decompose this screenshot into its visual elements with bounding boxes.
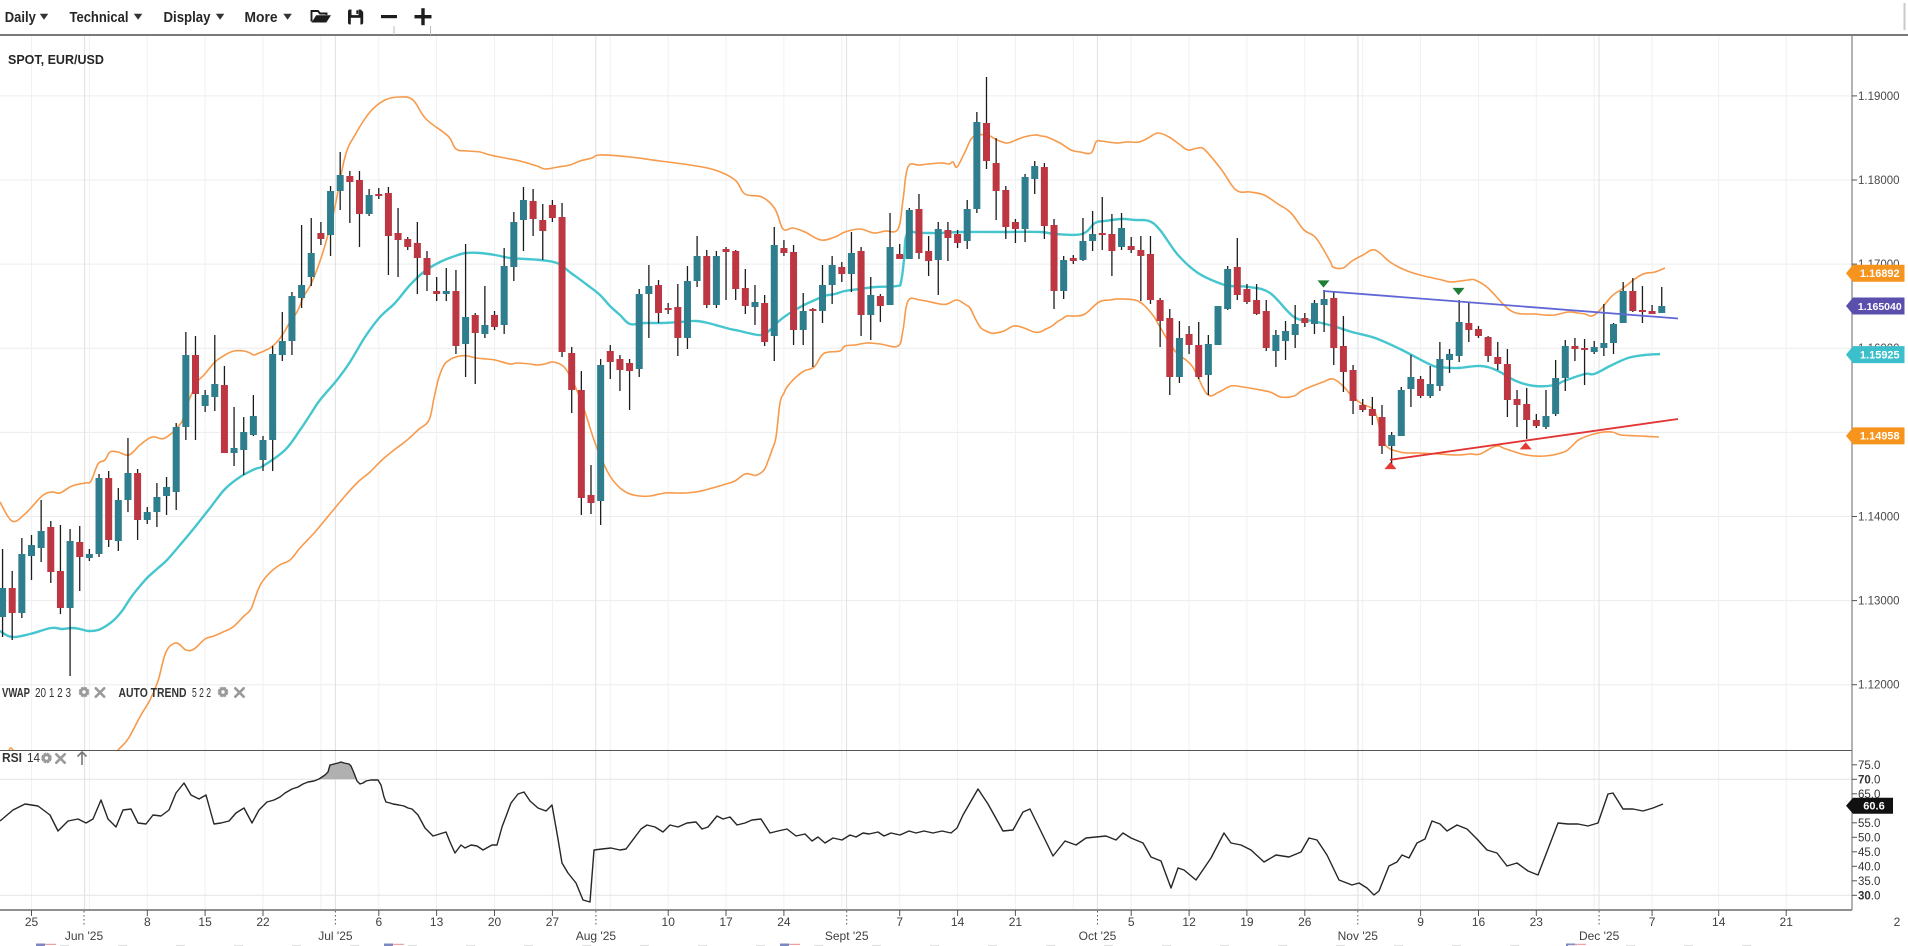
svg-text:21: 21 <box>1009 915 1023 929</box>
svg-text:5: 5 <box>1128 915 1135 929</box>
svg-text:26: 26 <box>1298 915 1312 929</box>
svg-text:1.14000: 1.14000 <box>1858 512 1900 524</box>
svg-text:1.18000: 1.18000 <box>1858 175 1900 187</box>
svg-text:15: 15 <box>198 915 212 929</box>
svg-text:Jun '25: Jun '25 <box>65 929 104 943</box>
svg-text:21: 21 <box>1780 915 1794 929</box>
svg-text:25: 25 <box>25 915 39 929</box>
svg-text:RSI: RSI <box>2 751 22 765</box>
svg-text:1.14958: 1.14958 <box>1860 431 1900 443</box>
svg-text:55.0: 55.0 <box>1858 818 1880 830</box>
svg-text:22: 22 <box>256 915 270 929</box>
svg-text:1.12000: 1.12000 <box>1858 680 1900 692</box>
svg-text:17: 17 <box>719 915 733 929</box>
svg-text:Nov '25: Nov '25 <box>1338 929 1379 943</box>
svg-text:50.0: 50.0 <box>1858 832 1880 844</box>
svg-text:7: 7 <box>896 915 903 929</box>
svg-text:Daily: Daily <box>5 9 37 26</box>
svg-text:6: 6 <box>375 915 382 929</box>
svg-text:14: 14 <box>27 751 40 765</box>
svg-text:16: 16 <box>1472 915 1486 929</box>
svg-text:13: 13 <box>430 915 444 929</box>
svg-text:VWAP: VWAP <box>2 686 30 700</box>
svg-text:1.19000: 1.19000 <box>1858 91 1900 103</box>
svg-text:12: 12 <box>1182 915 1196 929</box>
svg-text:14: 14 <box>1712 915 1726 929</box>
svg-text:23: 23 <box>1530 915 1544 929</box>
svg-text:1.16892: 1.16892 <box>1860 268 1900 280</box>
svg-text:1.15925: 1.15925 <box>1860 349 1900 361</box>
svg-text:20: 20 <box>488 915 502 929</box>
svg-text:More: More <box>245 9 278 26</box>
svg-text:Oct '25: Oct '25 <box>1079 929 1117 943</box>
svg-text:75.0: 75.0 <box>1858 760 1880 772</box>
svg-text:40.0: 40.0 <box>1858 861 1880 873</box>
svg-text:20 1 2 3: 20 1 2 3 <box>35 686 71 700</box>
svg-text:Aug '25: Aug '25 <box>576 929 617 943</box>
svg-text:Dec '25: Dec '25 <box>1579 929 1620 943</box>
svg-text:SPOT, EUR/USD: SPOT, EUR/USD <box>8 53 104 67</box>
svg-text:7: 7 <box>1649 915 1656 929</box>
svg-text:10: 10 <box>662 915 676 929</box>
svg-text:27: 27 <box>546 915 560 929</box>
svg-text:2: 2 <box>1894 915 1901 929</box>
svg-text:14: 14 <box>951 915 965 929</box>
svg-text:AUTO TREND: AUTO TREND <box>119 686 187 700</box>
svg-text:Sept '25: Sept '25 <box>825 929 869 943</box>
svg-text:19: 19 <box>1240 915 1254 929</box>
svg-text:1.13000: 1.13000 <box>1858 596 1900 608</box>
svg-text:24: 24 <box>777 915 791 929</box>
svg-text:8: 8 <box>144 915 151 929</box>
svg-text:Jul '25: Jul '25 <box>318 929 353 943</box>
svg-text:30.0: 30.0 <box>1858 890 1880 902</box>
svg-text:35.0: 35.0 <box>1858 876 1880 888</box>
svg-text:Technical: Technical <box>70 9 129 26</box>
svg-text:45.0: 45.0 <box>1858 847 1880 859</box>
svg-text:70.0: 70.0 <box>1858 774 1880 786</box>
svg-text:9: 9 <box>1417 915 1424 929</box>
svg-text:Display: Display <box>164 9 212 26</box>
svg-text:5 2 2: 5 2 2 <box>192 686 211 700</box>
svg-text:1.165040: 1.165040 <box>1858 301 1902 313</box>
svg-text:60.6: 60.6 <box>1863 801 1884 813</box>
